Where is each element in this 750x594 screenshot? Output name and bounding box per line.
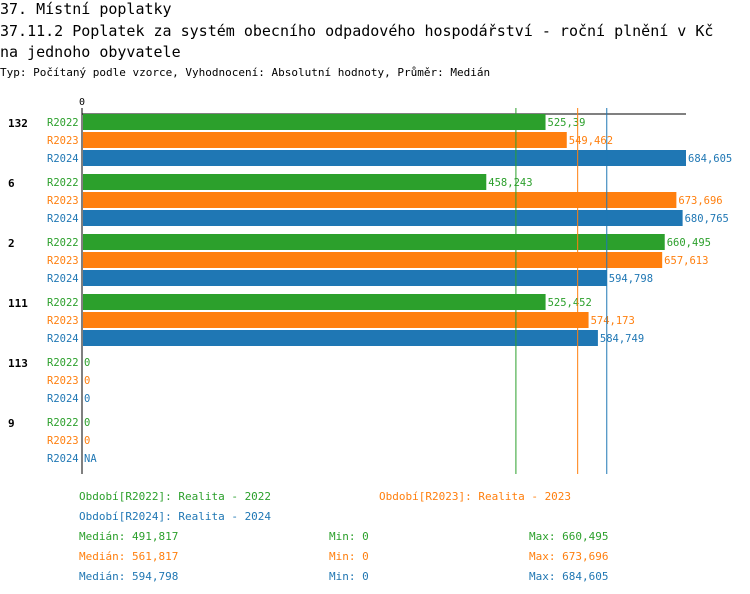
data-label: 525,452 <box>548 297 592 309</box>
series-label: R2024 <box>47 273 79 285</box>
chart-title-continued: na jednoho obyvatele <box>0 43 181 61</box>
series-label: R2022 <box>47 297 79 309</box>
series-label: R2022 <box>47 357 79 369</box>
max-r2022: Max: 660,495 <box>529 530 609 543</box>
median-r2024: Medián: 594,798 <box>79 570 179 583</box>
bar-111-R2022 <box>83 294 546 310</box>
bar-6-R2024 <box>83 210 683 226</box>
data-label: 657,613 <box>664 255 708 267</box>
chart-subtitle: Typ: Počítaný podle vzorce, Vyhodnocení:… <box>0 66 491 79</box>
data-label: 0 <box>84 357 90 369</box>
series-label: R2022 <box>47 417 79 429</box>
min-r2023: Min: 0 <box>329 550 369 563</box>
data-label: 0 <box>84 435 90 447</box>
series-label: R2023 <box>47 195 79 207</box>
series-label: R2023 <box>47 255 79 267</box>
data-label: 680,765 <box>685 213 729 225</box>
max-r2024: Max: 684,605 <box>529 570 609 583</box>
series-label: R2023 <box>47 435 79 447</box>
group-label: 9 <box>8 417 15 430</box>
data-label: 584,749 <box>600 333 644 345</box>
median-r2023: Medián: 561,817 <box>79 550 179 563</box>
legend-r2023: Období[R2023]: Realita - 2023 <box>379 490 572 503</box>
bar-2-R2024 <box>83 270 607 286</box>
data-label: 673,696 <box>678 195 722 207</box>
bar-6-R2023 <box>83 192 677 208</box>
series-label: R2022 <box>47 237 79 249</box>
bar-2-R2022 <box>83 234 665 250</box>
max-r2023: Max: 673,696 <box>529 550 609 563</box>
group-label: 111 <box>8 297 28 310</box>
data-label: 594,798 <box>609 273 653 285</box>
series-label: R2024 <box>47 153 79 165</box>
group-label: 2 <box>8 237 15 250</box>
group-label: 113 <box>8 357 28 370</box>
series-label: R2024 <box>47 393 79 405</box>
axis-zero-label: 0 <box>79 97 85 108</box>
section-title: 37. Místní poplatky <box>0 0 172 18</box>
group-label: 132 <box>8 117 28 130</box>
bar-132-R2022 <box>83 114 546 130</box>
data-label: 458,243 <box>488 177 532 189</box>
data-label: NA <box>84 453 97 465</box>
data-label: 574,173 <box>591 315 635 327</box>
data-label: 0 <box>84 375 90 387</box>
series-label: R2022 <box>47 177 79 189</box>
bar-2-R2023 <box>83 252 663 268</box>
data-label: 684,605 <box>688 153 732 165</box>
min-r2022: Min: 0 <box>329 530 369 543</box>
data-label: 0 <box>84 393 90 405</box>
bar-6-R2022 <box>83 174 487 190</box>
data-label: 660,495 <box>667 237 711 249</box>
series-label: R2024 <box>47 213 79 225</box>
series-label: R2023 <box>47 375 79 387</box>
bar-132-R2024 <box>83 150 686 166</box>
median-r2022: Medián: 491,817 <box>79 530 179 543</box>
data-label: 0 <box>84 417 90 429</box>
series-label: R2024 <box>47 333 79 345</box>
group-label: 6 <box>8 177 15 190</box>
bar-chart: 0 132 R2022 525,39 R2023 549,462 R2024 684,605 6… <box>8 97 732 474</box>
series-label: R2022 <box>47 117 79 129</box>
legend-r2022: Období[R2022]: Realita - 2022 <box>79 490 272 503</box>
data-label: 549,462 <box>569 135 613 147</box>
legend-r2024: Období[R2024]: Realita - 2024 <box>79 510 272 523</box>
min-r2024: Min: 0 <box>329 570 369 583</box>
chart-title: 37.11.2 Poplatek za systém obecního odpa… <box>0 22 714 40</box>
series-label: R2023 <box>47 315 79 327</box>
bar-132-R2023 <box>83 132 567 148</box>
series-label: R2023 <box>47 135 79 147</box>
bar-111-R2024 <box>83 330 598 346</box>
data-label: 525,39 <box>548 117 586 129</box>
bar-111-R2023 <box>83 312 589 328</box>
series-label: R2024 <box>47 453 79 465</box>
